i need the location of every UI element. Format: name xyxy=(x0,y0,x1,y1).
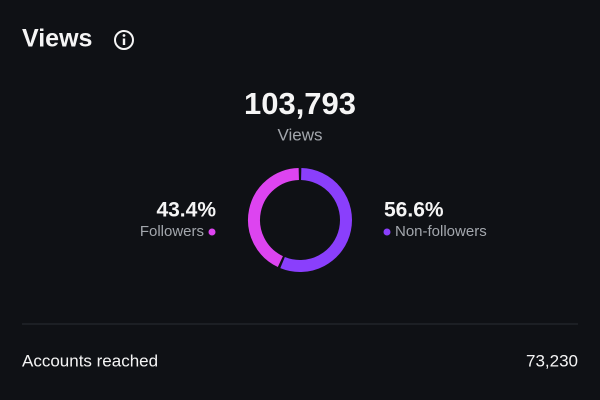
total-value: 103,793 xyxy=(244,86,356,121)
donut-segment xyxy=(280,168,352,272)
info-bar[interactable] xyxy=(122,38,126,46)
value-label: 43.4% xyxy=(156,199,216,222)
info-circle[interactable] xyxy=(114,30,134,50)
legend-label: Followers xyxy=(140,223,204,240)
legend-label: Non-followers xyxy=(395,223,487,240)
metric-label: Accounts reached xyxy=(22,351,158,370)
value-label: 56.6% xyxy=(384,199,444,222)
card-title: Views xyxy=(22,25,92,53)
metric-value: 73,230 xyxy=(526,351,578,370)
legend-dot xyxy=(208,228,216,236)
donut-chart xyxy=(248,168,352,272)
donut-segment xyxy=(248,168,300,268)
info-icon[interactable] xyxy=(114,30,134,50)
legend-dot xyxy=(383,228,391,236)
info-dot[interactable] xyxy=(122,34,126,37)
total-label: Views xyxy=(277,125,322,144)
